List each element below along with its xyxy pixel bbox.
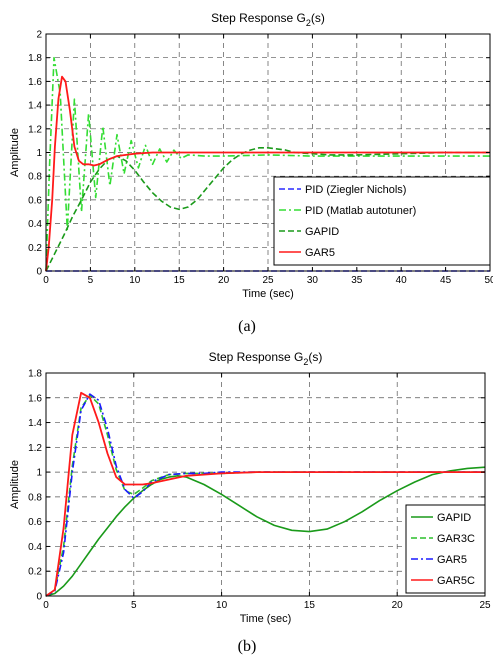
y-tick-label: 0	[36, 267, 42, 278]
y-tick-label: 0.2	[28, 567, 42, 578]
x-tick-label: 15	[174, 275, 186, 286]
legend-label: GAR3C	[437, 533, 475, 545]
y-tick-label: 1.4	[28, 101, 42, 112]
series-line-gar5c	[45, 391, 485, 597]
x-tick-label: 20	[218, 275, 230, 286]
y-tick-label: 1	[36, 148, 42, 159]
legend-label: GAPID	[437, 512, 471, 524]
y-tick-label: 2	[36, 30, 42, 41]
y-tick-label: 1.8	[28, 53, 42, 64]
y-tick-label: 0.6	[28, 195, 42, 206]
legend-label: PID (Ziegler Nichols)	[305, 184, 406, 196]
x-tick-label: 25	[479, 600, 491, 611]
legend-label: GAPID	[305, 226, 339, 238]
chart-title: Step Response G2(s)	[211, 11, 325, 28]
x-tick-label: 25	[262, 275, 274, 286]
y-tick-label: 0.8	[28, 492, 42, 503]
y-tick-label: 1.8	[28, 369, 42, 380]
x-tick-label: 15	[304, 600, 316, 611]
x-tick-label: 50	[484, 275, 493, 286]
y-tick-label: 0.2	[28, 243, 42, 254]
x-tick-label: 35	[351, 275, 363, 286]
y-tick-label: 0	[36, 592, 42, 603]
y-tick-label: 1	[36, 468, 42, 479]
chart-title: Step Response G2(s)	[209, 350, 323, 367]
y-tick-label: 1.6	[28, 393, 42, 404]
x-tick-label: 0	[43, 275, 49, 286]
y-tick-label: 1.2	[28, 443, 42, 454]
panel-label-a: (a)	[238, 318, 256, 335]
x-tick-label: 20	[392, 600, 404, 611]
y-tick-label: 0.4	[28, 219, 42, 230]
y-tick-label: 1.4	[28, 418, 42, 429]
x-tick-label: 40	[396, 275, 408, 286]
panel-label-b: (b)	[238, 638, 257, 655]
axes-frame	[45, 372, 486, 597]
step-response-chart-a: 0 5 10 15 20 25 30 35 40 45 50 0 0.2 0.4 0.6 0.8 1 1.2 1.4…	[9, 11, 493, 300]
x-tick-label: 30	[307, 275, 319, 286]
y-tick-label: 1.6	[28, 77, 42, 88]
x-axis-label: Time (sec)	[242, 288, 294, 300]
y-tick-label: 1.2	[28, 124, 42, 135]
legend-label: PID (Matlab autotuner)	[305, 205, 416, 217]
x-tick-label: 5	[131, 600, 137, 611]
legend-box	[405, 504, 486, 594]
series-line-gapid	[45, 466, 486, 597]
y-axis-label: Amplitude	[9, 460, 21, 509]
x-tick-label: 5	[88, 275, 94, 286]
series-line-gar5	[45, 75, 490, 272]
y-tick-label: 0.6	[28, 517, 42, 528]
legend-box	[273, 176, 491, 266]
legend-label: GAR5C	[437, 575, 475, 587]
x-tick-label: 0	[43, 600, 49, 611]
series-line-gapid	[45, 147, 490, 272]
y-axis-label: Amplitude	[9, 128, 21, 177]
x-tick-label: 10	[129, 275, 141, 286]
legend-label: GAR5	[437, 554, 467, 566]
legend-label: GAR5	[305, 247, 335, 259]
x-tick-label: 10	[216, 600, 228, 611]
y-tick-label: 0.8	[28, 172, 42, 183]
x-axis-label: Time (sec)	[240, 613, 292, 625]
step-response-chart-b: 0 5 10 15 20 25 0 0.2 0.4 0.6 0.8 1 1.2 1.4 1.6 1.8 Step…	[9, 350, 491, 625]
x-tick-label: 45	[440, 275, 452, 286]
y-tick-label: 0.4	[28, 542, 42, 553]
